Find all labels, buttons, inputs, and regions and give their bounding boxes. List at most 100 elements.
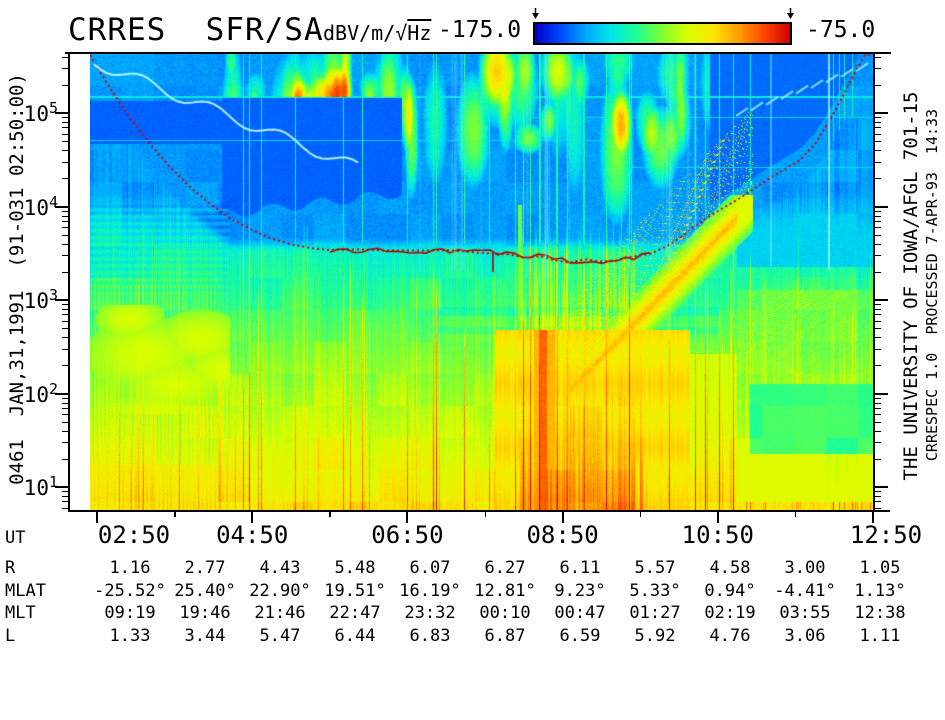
x-major-tick <box>561 511 564 523</box>
y-minor-tick <box>62 414 69 416</box>
x-minor-tick <box>174 511 176 517</box>
y-minor-tick <box>62 150 69 152</box>
y-minor-tick <box>874 133 881 135</box>
x-minor-tick <box>329 511 331 517</box>
x-tick-label: 12:50 <box>849 521 923 549</box>
ephemeris-value: 6.83 <box>409 625 451 646</box>
y-minor-tick <box>62 215 69 217</box>
y-minor-tick <box>874 210 881 212</box>
ephemeris-value: 6.87 <box>484 625 526 646</box>
x-tick-label: 10:50 <box>681 521 754 549</box>
y-minor-tick <box>874 271 881 273</box>
ephemeris-value: 4.58 <box>709 558 751 578</box>
colorbar-right-marker-icon <box>787 8 794 19</box>
ephemeris-value: 21:46 <box>254 603 306 623</box>
spectrogram-canvas <box>90 54 873 510</box>
y-minor-tick <box>62 178 69 180</box>
ephemeris-value: 12.81° <box>474 580 536 601</box>
ephemeris-value: 03:55 <box>779 603 831 623</box>
ephemeris-value: 22:47 <box>329 603 381 623</box>
y-minor-tick <box>62 407 69 409</box>
ephemeris-value: 5.57 <box>634 558 676 578</box>
x-major-tick <box>406 511 409 523</box>
x-major-tick <box>251 511 254 523</box>
y-minor-tick <box>62 255 69 257</box>
y-minor-tick <box>62 421 69 423</box>
y-minor-tick <box>62 320 69 322</box>
y-minor-tick <box>874 414 881 416</box>
y-minor-tick <box>874 243 881 245</box>
y-minor-tick <box>874 122 881 124</box>
ephemeris-value: 5.48 <box>334 558 376 578</box>
y-minor-tick <box>62 141 69 143</box>
y-minor-tick <box>874 328 881 330</box>
y-minor-tick <box>62 122 69 124</box>
ephemeris-value: 01:27 <box>629 603 681 623</box>
ephemeris-value: 1.16 <box>109 558 151 578</box>
y-minor-tick <box>62 491 69 493</box>
y-minor-tick <box>874 365 881 367</box>
y-minor-tick <box>62 271 69 273</box>
y-minor-tick <box>874 442 881 444</box>
y-minor-tick <box>62 309 69 311</box>
y-minor-tick <box>874 141 881 143</box>
y-minor-tick <box>62 243 69 245</box>
y-major-tick <box>874 392 888 395</box>
y-major-tick <box>55 392 69 395</box>
ephemeris-value: 6.07 <box>409 558 451 578</box>
y-minor-tick <box>62 161 69 163</box>
x-tick-label: 06:50 <box>371 521 444 549</box>
ephemeris-row-label: L <box>5 625 16 646</box>
ephemeris-row-label: MLT <box>5 603 36 623</box>
ephemeris-value: 6.11 <box>559 558 601 578</box>
ephemeris-value: 0.94° <box>704 580 756 601</box>
ephemeris-value: 5.92 <box>634 625 676 646</box>
y-minor-tick <box>62 507 69 509</box>
y-minor-tick <box>874 507 881 509</box>
y-minor-tick <box>62 68 69 70</box>
ephemeris-value: 1.11 <box>859 625 901 646</box>
y-minor-tick <box>874 117 881 119</box>
y-minor-tick <box>62 234 69 236</box>
y-minor-tick <box>62 365 69 367</box>
y-minor-tick <box>62 314 69 316</box>
ephemeris-value: 25.40° <box>174 580 236 601</box>
y-minor-tick <box>62 304 69 306</box>
ephemeris-value: 12:38 <box>854 603 906 623</box>
y-major-tick <box>55 486 69 488</box>
y-minor-tick <box>874 84 881 86</box>
ephemeris-value: 4.43 <box>259 558 301 578</box>
y-minor-tick <box>62 227 69 229</box>
y-major-tick <box>55 299 69 301</box>
y-major-tick <box>874 112 888 114</box>
y-major-tick <box>874 486 888 488</box>
ephemeris-value: 00:10 <box>479 603 531 623</box>
y-tick-label: 101 <box>23 473 58 500</box>
ephemeris-row-label: R <box>5 558 16 578</box>
y-major-tick <box>874 299 888 301</box>
y-minor-tick <box>874 178 881 180</box>
ephemeris-value: 1.33 <box>109 625 151 646</box>
y-major-tick <box>874 205 888 208</box>
y-minor-tick <box>874 227 881 229</box>
ephemeris-value: 3.00 <box>784 558 826 578</box>
x-minor-tick <box>794 511 797 517</box>
colorbar-units-label: dBV/m/√Hz <box>323 21 431 45</box>
y-tick-label: 105 <box>23 99 58 126</box>
y-minor-tick <box>62 337 69 339</box>
y-minor-tick <box>62 220 69 222</box>
y-minor-tick <box>874 304 881 306</box>
y-minor-tick <box>874 320 881 322</box>
y-minor-tick <box>62 210 69 212</box>
processing-label: CRRESPEC 1.0 PROCESSED 7-APR-93 14:33 <box>923 108 941 462</box>
y-minor-tick <box>874 407 881 409</box>
colorbar <box>533 22 792 45</box>
y-minor-tick <box>62 133 69 135</box>
y-minor-tick <box>62 348 69 350</box>
y-minor-tick <box>874 234 881 236</box>
x-axis-line <box>68 510 890 512</box>
y-minor-tick <box>874 421 881 423</box>
y-minor-tick <box>62 458 69 460</box>
units-radical: √ <box>395 21 408 45</box>
